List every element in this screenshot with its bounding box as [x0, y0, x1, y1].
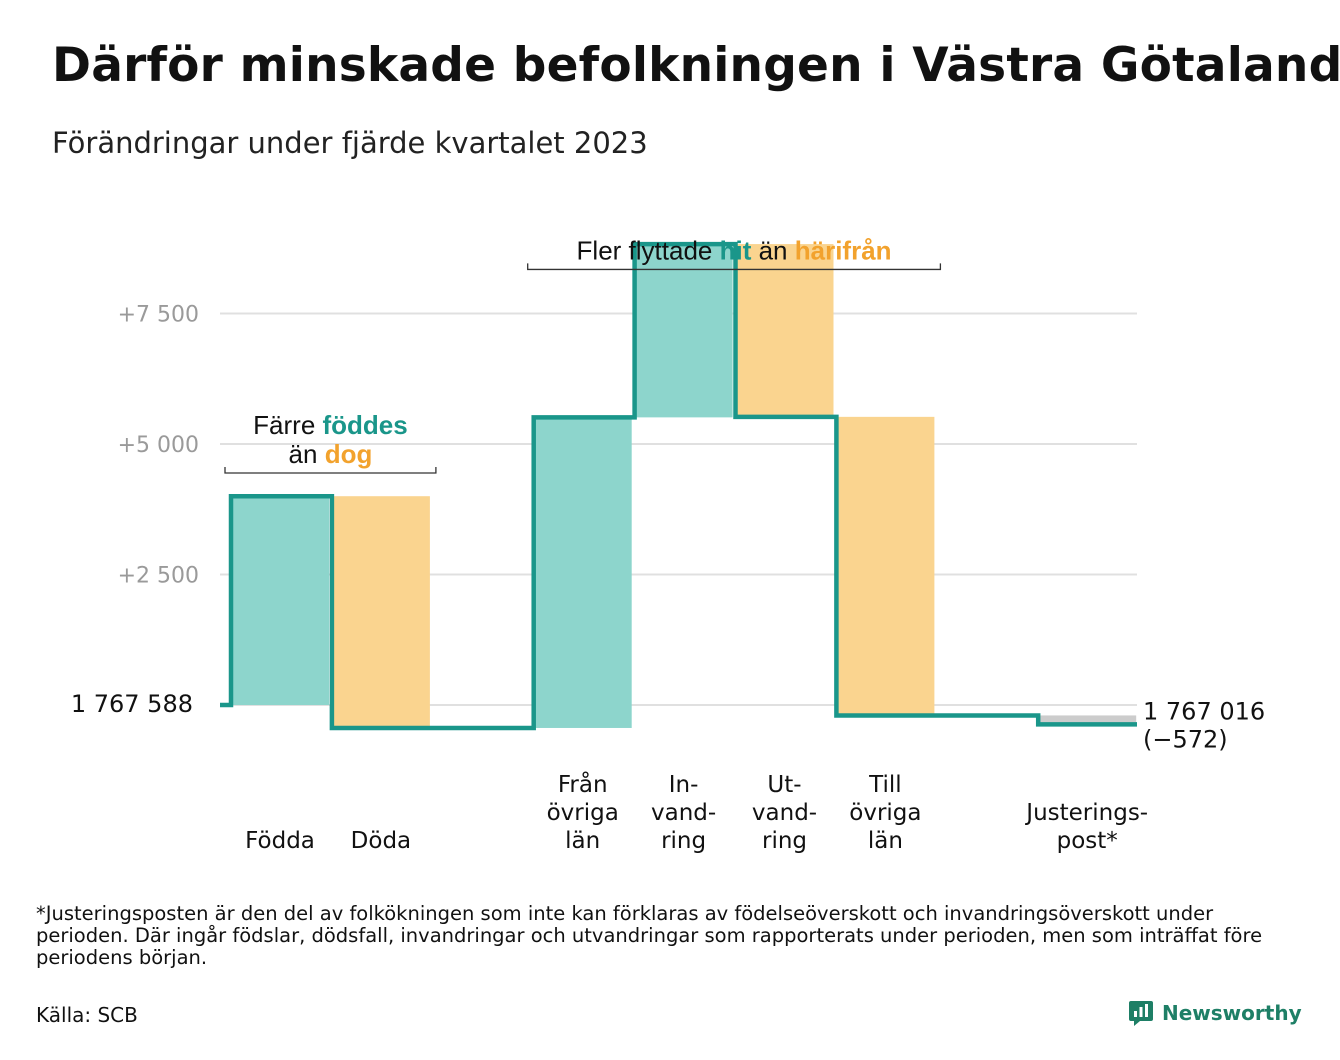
chart-subtitle: Förändringar under fjärde kvartalet 2023 [52, 126, 648, 160]
category-label: ring [762, 828, 807, 854]
category-label: övriga [849, 800, 921, 826]
category-label: Justerings- [1024, 800, 1148, 826]
end-value-label: 1 767 016 [1143, 697, 1265, 725]
category-label: vand- [651, 800, 716, 826]
annotation-bracket [224, 467, 437, 474]
annotation-highlight: härifrån [795, 235, 892, 265]
brand-name: Newsworthy [1162, 1001, 1302, 1025]
annotation-highlight: hit [720, 235, 752, 265]
bar-increase [231, 496, 329, 705]
step-line [220, 241, 1137, 731]
category-label: ring [661, 828, 706, 854]
annotation-highlight: dog [325, 439, 373, 469]
annotation-text: Fler flyttade hit än härifrån [577, 235, 892, 265]
category-label: In- [669, 772, 699, 798]
annotation-bracket [527, 263, 942, 271]
y-tick-label: +7 500 [118, 303, 199, 328]
annotation-segment: Färre [253, 410, 322, 440]
y-tick-label: +2 500 [118, 564, 199, 589]
bar-decrease [331, 496, 430, 728]
category-label: Till [868, 772, 902, 798]
running-total-line [220, 241, 1137, 731]
start-value-label: 1 767 588 [71, 690, 193, 718]
annotation-segment: än [751, 235, 794, 265]
category-label: län [868, 828, 903, 854]
y-tick-label: +5 000 [118, 433, 199, 458]
category-label: Från [558, 770, 608, 798]
newsworthy-logo: Newsworthy [1128, 997, 1302, 1029]
footnote: *Justeringsposten är den del av folkökni… [36, 902, 1263, 969]
source-credit: Källa: SCB [36, 1003, 138, 1027]
waterfall-chart: +7 500 +5 000 +2 500 1 767 588 Födda Döda Från… [71, 235, 1265, 854]
category-label: Födda [245, 828, 315, 854]
annotation-segment: än [289, 439, 325, 469]
labels: +7 500 +5 000 +2 500 1 767 588 Födda Döda Från… [71, 235, 1265, 854]
bar-adjustment [1038, 715, 1137, 725]
chart-title: Därför minskade befolkningen i Västra Gö… [52, 38, 1340, 93]
annotation-highlight: föddes [323, 410, 408, 440]
annotation-text: än dog [289, 439, 373, 469]
bar-decrease [836, 416, 935, 716]
bars [231, 244, 1137, 728]
bar-increase [634, 244, 733, 418]
newsworthy-icon [1129, 1001, 1153, 1026]
bar-increase [533, 417, 632, 728]
category-label: län [565, 828, 600, 854]
end-change-label: (−572) [1143, 725, 1228, 753]
annotation-text: Färre föddes [253, 410, 408, 440]
category-label: Ut- [767, 772, 801, 798]
annotation-segment: Fler flyttade [577, 235, 720, 265]
category-label: Döda [351, 828, 411, 854]
category-label: vand- [752, 800, 817, 826]
bar-decrease [735, 244, 834, 417]
category-label: övriga [547, 800, 619, 826]
category-label: post* [1057, 828, 1118, 854]
